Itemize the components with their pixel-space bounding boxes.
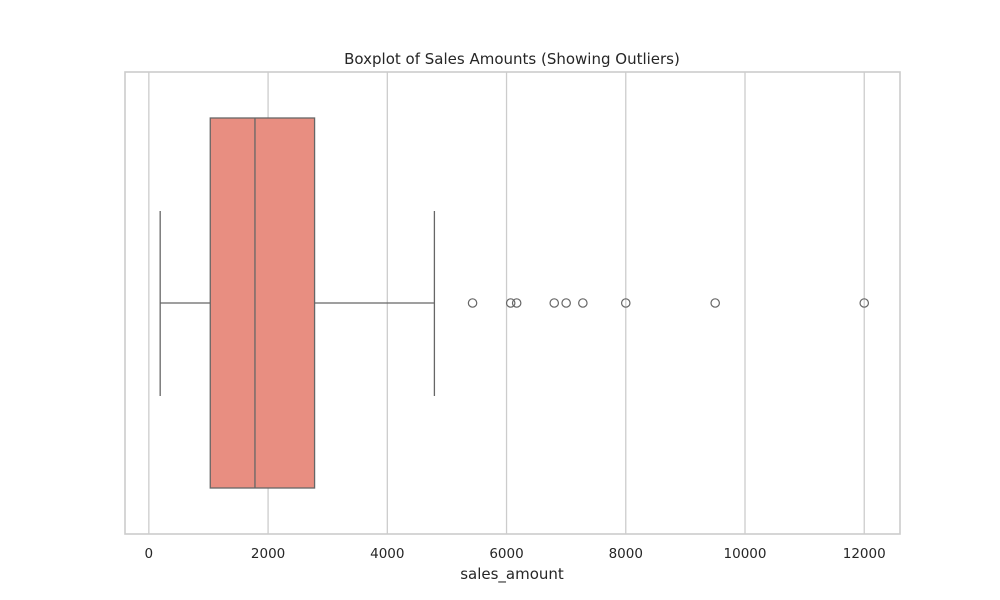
plot-area-frame [124, 71, 901, 535]
outlier-point [710, 298, 720, 308]
x-tick-label-8000: 8000 [609, 546, 643, 562]
x-tick-label-2000: 2000 [251, 546, 285, 562]
x-axis-label: sales_amount [460, 565, 564, 584]
x-tick-label-0: 0 [145, 546, 154, 562]
outlier-point [467, 298, 478, 308]
x-tick-label-12000: 12000 [843, 546, 886, 562]
outlier-points [467, 298, 870, 308]
x-tick-label-10000: 10000 [724, 546, 767, 562]
outlier-point [859, 298, 870, 308]
outlier-point [561, 298, 571, 308]
outlier-point [549, 298, 560, 308]
outlier-point [620, 298, 631, 308]
x-axis-ticks: 0 2000 4000 6000 8000 10000 12000 [145, 546, 886, 562]
x-tick-label-4000: 4000 [370, 546, 404, 562]
outlier-point [511, 298, 522, 308]
box-group [159, 117, 436, 489]
chart-title: Boxplot of Sales Amounts (Showing Outlie… [344, 50, 680, 68]
interquartile-box [209, 117, 316, 489]
outlier-point [578, 298, 588, 308]
x-tick-label-6000: 6000 [489, 546, 523, 562]
outlier-point [505, 298, 516, 308]
